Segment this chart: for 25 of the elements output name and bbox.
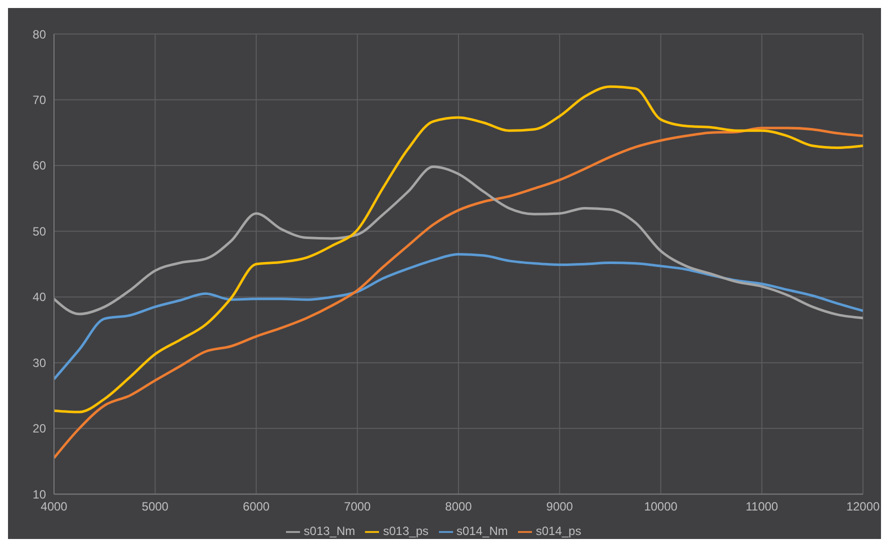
line-series xyxy=(54,166,863,320)
x-tick-label: 5000 xyxy=(142,500,169,514)
y-tick-label: 20 xyxy=(32,422,46,436)
y-tick-label: 80 xyxy=(32,27,46,42)
x-tick-label: 11000 xyxy=(746,500,778,514)
line-series xyxy=(54,252,863,380)
y-tick-label: 10 xyxy=(32,487,46,502)
x-tick-label: 7000 xyxy=(344,500,372,514)
legend-label: s013_ps xyxy=(383,524,428,538)
x-tick-label: 10000 xyxy=(644,500,678,514)
line-series xyxy=(54,126,863,460)
x-tick-label: 9000 xyxy=(546,500,574,514)
x-tick-label: 4000 xyxy=(40,500,68,514)
y-tick-label: 30 xyxy=(32,356,46,370)
legend-label: s014_Nm xyxy=(456,524,508,538)
y-tick-label: 70 xyxy=(32,93,46,107)
y-tick-label: 40 xyxy=(32,290,46,304)
x-tick-label: 12000 xyxy=(846,500,880,514)
x-tick-label: 8000 xyxy=(445,500,472,514)
line-series xyxy=(54,85,863,414)
legend-label: s014_ps xyxy=(536,524,582,538)
y-tick-label: 50 xyxy=(32,224,46,238)
y-tick-label: 60 xyxy=(32,158,46,173)
legend-label: s013_Nm xyxy=(304,524,356,538)
x-tick-label: 6000 xyxy=(242,500,270,514)
